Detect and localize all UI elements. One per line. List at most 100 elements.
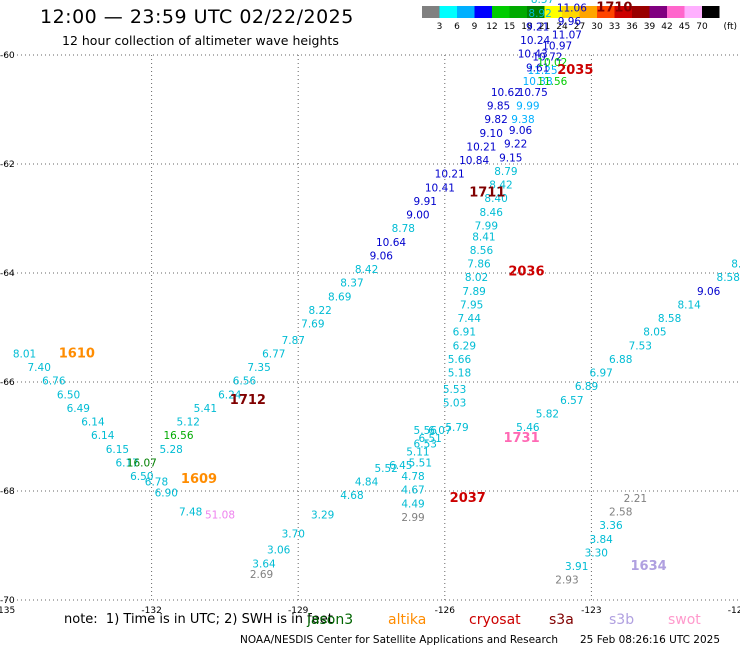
- wave-height-value: 9.85: [487, 101, 510, 113]
- wave-height-value: 7.95: [460, 299, 483, 311]
- wave-height-value: 6.77: [262, 348, 285, 360]
- wave-height-value: 8.78: [392, 223, 415, 235]
- colorbar-swatch: [439, 6, 457, 18]
- wave-height-value: 4.49: [401, 498, 424, 510]
- wave-height-value: 2.93: [555, 575, 578, 587]
- wave-height-value: 8.58: [658, 313, 681, 325]
- colorbar-swatch: [667, 6, 685, 18]
- colorbar-label: 39: [644, 22, 656, 32]
- wave-height-value: 8.14: [677, 299, 701, 311]
- page-subtitle: 12 hour collection of altimeter wave hei…: [62, 33, 339, 48]
- wave-height-value: 6.51: [418, 433, 441, 445]
- pass-time-label: 1610: [59, 346, 95, 361]
- colorbar-swatch: [597, 6, 615, 18]
- colorbar-swatch: [649, 6, 667, 18]
- wave-height-value: 5.79: [445, 422, 468, 434]
- colorbar-label: 45: [679, 22, 690, 32]
- wave-height-value: 7.48: [179, 507, 202, 519]
- y-tick-label: -62: [0, 160, 15, 170]
- wave-height-value: 10.02: [537, 57, 567, 69]
- wave-height-value: 10.21: [466, 141, 496, 153]
- wave-height-value: 10.43: [518, 49, 548, 61]
- colorbar-swatch: [684, 6, 702, 18]
- colorbar-swatch: [562, 6, 580, 18]
- wave-height-value: 6.14: [91, 430, 115, 442]
- pass-time-label: 1634: [630, 559, 666, 574]
- wave-height-value: 6.91: [453, 327, 476, 339]
- wave-height-value: 4.84: [355, 477, 379, 489]
- wave-height-value: 6.53: [414, 438, 437, 450]
- colorbar-label: 6: [454, 22, 460, 32]
- wave-height-value: 4.78: [401, 471, 424, 483]
- wave-height-value: 6.89: [575, 381, 598, 393]
- wave-height-value: 9.91: [414, 196, 437, 208]
- wave-height-value: 9.82: [484, 114, 507, 126]
- colorbar-label: 42: [661, 22, 672, 32]
- x-tick-label: -126: [435, 606, 456, 616]
- wave-height-value: 6.76: [42, 376, 66, 388]
- wave-height-value: 6.50: [130, 471, 153, 483]
- wave-height-value: 8.57: [531, 0, 554, 6]
- wave-height-value: 3.29: [311, 509, 334, 521]
- colorbar-swatch: [702, 6, 720, 18]
- wave-height-value: 7.89: [462, 286, 485, 298]
- x-tick-label: -135: [0, 606, 15, 616]
- wave-height-value: 2.21: [624, 493, 647, 505]
- wave-height-value: 6.56: [233, 376, 257, 388]
- wave-height-value: 5.51: [409, 457, 432, 469]
- wave-height-value: 9.21: [526, 21, 549, 33]
- wave-height-value: 8.41: [472, 231, 495, 243]
- wave-height-value: 10.38: [523, 76, 553, 88]
- wave-height-value: 6.50: [57, 389, 80, 401]
- wave-height-value: 8.42: [489, 180, 512, 192]
- wave-height-value: 3.70: [282, 528, 305, 540]
- wave-height-value: 6.78: [145, 477, 168, 489]
- wave-height-value: 3.06: [267, 545, 291, 557]
- wave-height-value: 11.56: [537, 76, 567, 88]
- wave-height-value: 8.40: [484, 193, 507, 205]
- wave-height-value: 7.44: [458, 313, 482, 325]
- wave-height-value: 8.37: [340, 278, 363, 290]
- colorbar-label: 12: [486, 22, 497, 32]
- wave-height-value: 2.58: [609, 507, 632, 519]
- wave-height-value: 5.46: [516, 422, 540, 434]
- pass-time-label: 2058: [565, 0, 601, 2]
- colorbar-swatch: [614, 6, 632, 18]
- wave-height-value: 8.46: [480, 207, 504, 219]
- x-tick-label: -129: [288, 606, 309, 616]
- satellite-altika: altika: [388, 612, 427, 628]
- wave-height-value: 2.69: [250, 569, 273, 581]
- wave-height-value: 6.97: [589, 368, 612, 380]
- wave-height-value: 6.24: [218, 389, 242, 401]
- page-title: 12:00 — 23:59 UTC 02/22/2025: [40, 6, 354, 28]
- wave-height-value: 10.97: [542, 41, 572, 53]
- wave-height-value: 16.07: [127, 457, 157, 469]
- wave-height-value: 5.11: [406, 447, 429, 459]
- satellite-jason3: jason3: [307, 612, 354, 628]
- wave-height-value: 4.67: [401, 485, 424, 497]
- wave-height-value: 16.56: [163, 430, 193, 442]
- wave-height-value: 5.12: [177, 417, 200, 429]
- wave-height-value: 9.06: [370, 250, 394, 262]
- wave-height-value: 7.69: [301, 319, 324, 331]
- wave-height-value: 9.99: [516, 101, 539, 113]
- wave-height-value: 11.25: [528, 65, 558, 77]
- data-points: 8.017.406.766.506.496.146.146.156.176.50…: [13, 0, 740, 587]
- wave-height-value: 10.12: [557, 0, 587, 1]
- pass-labels: 1610 1609 1712 1731 2037 2036 1711 2035 20581709…: [59, 0, 667, 574]
- colorbar-swatch: [579, 6, 597, 18]
- colorbar-label: 21: [539, 22, 550, 32]
- wave-height-value: 9.61: [526, 62, 549, 74]
- wave-height-value: 11.07: [552, 30, 582, 42]
- x-tick-label: -123: [581, 606, 601, 616]
- wave-height-value: 9.10: [480, 128, 503, 140]
- colorbar-label: 18: [521, 22, 533, 32]
- axis-ticks: -135 -132 -129 -126 -123 -120 -60 -62 -64 -66 -68 -…: [0, 51, 740, 616]
- wave-height-value: 3.30: [585, 547, 608, 559]
- wave-height-value: 6.07: [428, 425, 451, 437]
- wave-height-value: 4.68: [340, 490, 363, 502]
- wave-height-value: 10.72: [532, 51, 562, 63]
- pass-time-label: 2035: [557, 63, 593, 78]
- colorbar-swatch: [457, 6, 475, 18]
